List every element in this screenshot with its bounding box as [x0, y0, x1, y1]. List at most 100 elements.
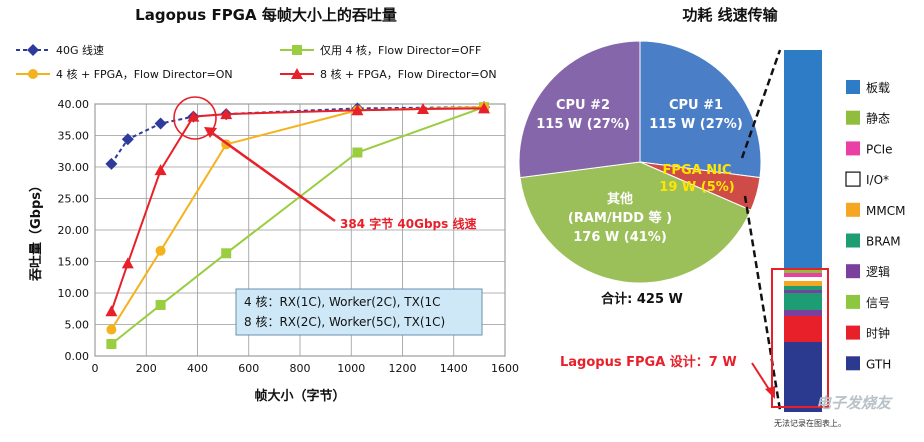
pie-slice-0 — [639, 40, 762, 179]
line-chart-title: Lagopus FPGA 每帧大小上的吞吐量 — [135, 6, 397, 24]
io-segment — [784, 277, 822, 281]
bar-legend-label: MMCM — [866, 204, 905, 218]
data-point — [106, 339, 117, 350]
data-point — [121, 257, 134, 269]
x-tick-label: 0 — [92, 362, 99, 375]
x-tick-label: 800 — [290, 362, 311, 375]
callout-label: 384 字节 40Gbps 线速 — [340, 216, 476, 231]
slice-value-cpu1: 115 W (27%) — [649, 117, 743, 132]
y-tick-label: 15.00 — [58, 256, 90, 269]
bram-segment — [784, 286, 822, 290]
data-point — [105, 305, 118, 317]
x-tick-label: 1200 — [389, 362, 417, 375]
bar-legend-swatch — [846, 141, 860, 156]
bar-legend-label: 静态 — [866, 112, 890, 126]
bar-legend-label: 逻辑 — [866, 265, 890, 279]
y-tick-label: 10.00 — [58, 287, 90, 300]
config-line-2: 8 核：RX(2C), Worker(5C), TX(1C) — [244, 315, 445, 329]
static-segment — [784, 268, 822, 273]
data-point — [121, 133, 134, 146]
x-tick-label: 200 — [136, 362, 157, 375]
slice-sublabel-other: (RAM/HDD 等 ) — [568, 210, 672, 226]
legend-label-4core-fpga: 4 核 + FPGA，Flow Director=ON — [56, 67, 233, 81]
x-tick-label: 1600 — [491, 362, 519, 375]
bar-legend-label: 时钟 — [866, 326, 890, 341]
callout-arrow — [207, 128, 336, 223]
pie-slice-3 — [518, 40, 641, 179]
bar-legend-label: BRAM — [866, 235, 901, 249]
slice-label-cpu2: CPU #2 — [556, 98, 610, 113]
pcie-segment — [784, 273, 822, 277]
y-tick-label: 35.00 — [58, 130, 90, 143]
data-point — [187, 110, 200, 122]
bar-legend-label: 板载 — [866, 81, 890, 95]
data-point — [105, 157, 118, 170]
gth-segment — [784, 342, 822, 412]
bar-legend-label: I/O* — [866, 173, 889, 187]
throughput-chart: Lagopus FPGA 每帧大小上的吞吐量 40G 线速 4 核 + FPGA… — [16, 6, 519, 404]
legend-marker-square — [292, 45, 302, 55]
pie-total: 合计: 425 W — [601, 291, 683, 307]
slice-label-other: 其他 — [607, 191, 633, 207]
watermark: 电子发烧友 无法记录在图表上。 — [772, 392, 922, 436]
x-tick-label: 1400 — [440, 362, 468, 375]
pie-chart-title: 功耗 线速传输 — [682, 6, 778, 24]
legend-marker-circle — [28, 69, 38, 79]
tick-labels: 0.00 5.00 10.00 15.00 20.00 25.00 30.00 35.00 40… — [58, 98, 520, 375]
watermark-small-text: 无法记录在图表上。 — [774, 419, 846, 428]
data-point — [154, 164, 167, 176]
legend-label-4core-only: 仅用 4 核，Flow Director=OFF — [320, 43, 481, 57]
bar-legend-swatch — [846, 202, 860, 217]
logic-segment — [784, 290, 822, 293]
legend-marker-diamond — [27, 44, 39, 56]
zoom-connector-top — [740, 49, 782, 159]
bar-legend-swatch — [846, 80, 860, 94]
data-point — [154, 117, 167, 130]
bar-legend-swatch — [846, 233, 860, 248]
bar-legend-label: PCIe — [866, 142, 893, 156]
bar-legend-label: GTH — [866, 357, 891, 371]
grid — [94, 103, 506, 357]
bar-legend-label: 信号 — [866, 296, 890, 310]
x-tick-label: 1000 — [337, 362, 365, 375]
slice-value-cpu2: 115 W (27%) — [536, 117, 630, 132]
bar-legend-swatch — [846, 294, 860, 309]
y-tick-label: 20.00 — [58, 224, 90, 237]
pie-labels: CPU #2 115 W (27%) CPU #1 115 W (27%) FP… — [536, 98, 743, 245]
bar-legend-swatch — [846, 264, 860, 279]
x-axis-label: 帧大小（字节） — [254, 388, 345, 404]
config-box — [235, 288, 483, 336]
bar-legend-swatch — [846, 110, 860, 125]
data-point — [155, 245, 166, 256]
data-point — [221, 248, 232, 259]
y-tick-label: 40.00 — [58, 98, 90, 111]
y-tick-label: 5.00 — [65, 319, 90, 332]
legend-label-8core-fpga: 8 核 + FPGA，Flow Director=ON — [320, 67, 497, 81]
fpga-design-label: Lagopus FPGA 设计：7 W — [560, 354, 737, 370]
legend-marker-triangle — [291, 68, 303, 79]
config-line-1: 4 核：RX(1C), Worker(2C), TX(1C — [244, 295, 441, 309]
x-tick-label: 600 — [238, 362, 259, 375]
data-point — [351, 104, 364, 116]
y-tick-label: 30.00 — [58, 161, 90, 174]
pie-slices — [518, 40, 762, 284]
y-axis-label: 吞吐量（Gbps） — [28, 179, 44, 281]
zoom-connector-bottom — [743, 195, 782, 411]
bar-legend-swatch — [845, 171, 861, 187]
data-point — [417, 103, 429, 115]
series-line-3 — [110, 107, 484, 312]
power-pie-chart: 功耗 线速传输 CPU #2 115 W (27%) CPU #1 115 W … — [518, 6, 782, 411]
y-tick-label: 25.00 — [58, 193, 90, 206]
data-point — [106, 324, 117, 335]
y-tick-label: 0.00 — [65, 350, 90, 363]
line-legend: 40G 线速 4 核 + FPGA，Flow Director=ON 仅用 4 … — [16, 43, 497, 81]
bar-legend-swatch — [846, 325, 860, 340]
slice-label-cpu1: CPU #1 — [669, 98, 723, 113]
slice-value-other: 176 W (41%) — [573, 230, 667, 245]
legend-label-linerate: 40G 线速 — [56, 43, 104, 57]
fpga-highlight-box — [771, 268, 829, 408]
pie-slice-2 — [519, 161, 752, 284]
